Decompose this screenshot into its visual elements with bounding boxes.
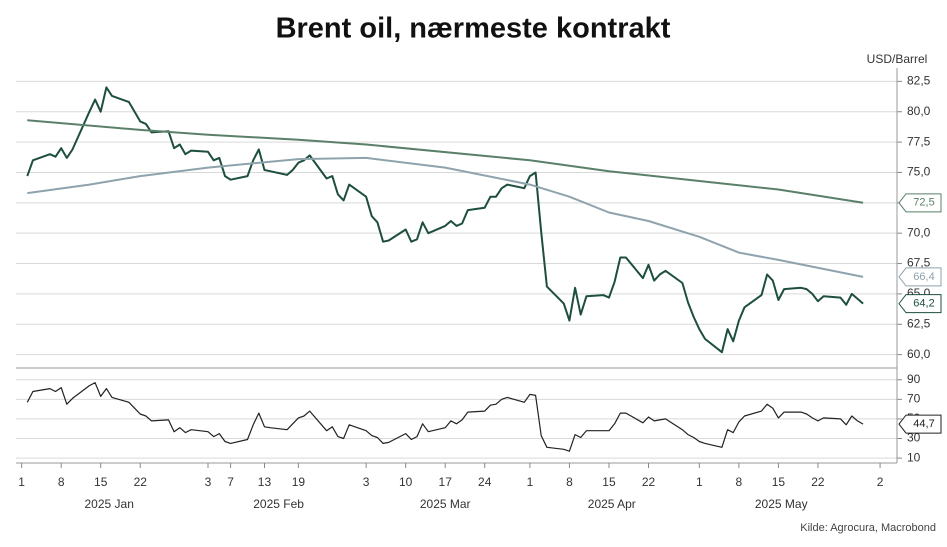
x-tick-label: 22 xyxy=(134,475,148,489)
x-tick-label: 17 xyxy=(439,475,453,489)
series-line xyxy=(26,382,864,452)
end-label: 72,5 xyxy=(913,197,934,209)
end-label: 66,4 xyxy=(913,271,934,283)
series-line xyxy=(27,119,864,204)
x-tick-label: 22 xyxy=(811,475,825,489)
end-label-box xyxy=(898,193,942,213)
y-tick-label: 62,5 xyxy=(907,316,931,330)
y-axis-label: USD/Barrel xyxy=(867,52,928,66)
y-tick-label: 90 xyxy=(907,372,921,386)
end-label-box xyxy=(898,294,942,314)
end-label: 44,7 xyxy=(913,418,934,430)
y-tick-label: 30 xyxy=(907,431,921,445)
x-tick-label: 8 xyxy=(566,475,573,489)
y-tick-label: 77,5 xyxy=(907,134,931,148)
x-tick-label: 8 xyxy=(58,475,65,489)
y-tick-label: 67,5 xyxy=(907,256,931,270)
y-tick-label: 10 xyxy=(907,450,921,464)
y-tick-label: 80,0 xyxy=(907,104,931,118)
month-label: 2025 Apr xyxy=(588,497,636,511)
x-tick-label: 10 xyxy=(399,475,413,489)
end-label-box xyxy=(898,267,942,287)
x-tick-label: 15 xyxy=(772,475,786,489)
month-label: 2025 May xyxy=(755,497,808,511)
y-tick-label: 70 xyxy=(907,392,921,406)
x-tick-label: 22 xyxy=(642,475,656,489)
series-line xyxy=(26,86,864,354)
x-tick-label: 1 xyxy=(527,475,534,489)
month-label: 2025 Mar xyxy=(420,497,471,511)
y-tick-label: 60,0 xyxy=(907,347,931,361)
month-label: 2025 Feb xyxy=(253,497,304,511)
end-label: 64,2 xyxy=(913,298,934,310)
y-tick-label: 70,0 xyxy=(907,225,931,239)
x-tick-label: 1 xyxy=(696,475,703,489)
month-label: 2025 Jan xyxy=(84,497,133,511)
x-tick-label: 7 xyxy=(227,475,234,489)
x-tick-label: 15 xyxy=(602,475,616,489)
source: Kilde: Agrocura, Macrobond xyxy=(800,522,936,534)
x-tick-label: 19 xyxy=(292,475,306,489)
x-tick-label: 2 xyxy=(877,475,884,489)
chart-title: Brent oil, nærmeste kontrakt xyxy=(276,13,671,45)
series-line xyxy=(27,156,864,278)
x-tick-label: 13 xyxy=(258,475,272,489)
x-tick-label: 3 xyxy=(205,475,212,489)
y-tick-label: 75,0 xyxy=(907,165,931,179)
x-tick-label: 15 xyxy=(94,475,108,489)
y-tick-label: 82,5 xyxy=(907,74,931,88)
end-label-box xyxy=(898,414,942,434)
x-tick-label: 8 xyxy=(736,475,743,489)
x-tick-label: 24 xyxy=(478,475,492,489)
x-tick-label: 1 xyxy=(18,475,25,489)
x-tick-label: 3 xyxy=(363,475,370,489)
